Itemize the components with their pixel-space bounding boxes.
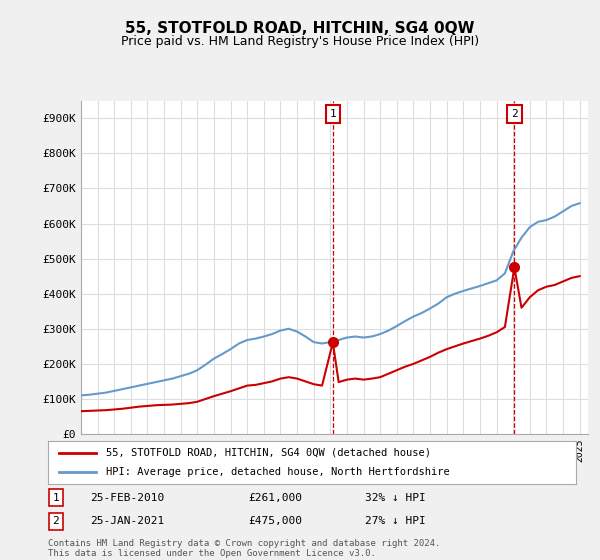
Text: £475,000: £475,000 — [248, 516, 302, 526]
Text: 2: 2 — [53, 516, 59, 526]
Text: 1: 1 — [53, 493, 59, 503]
Text: Price paid vs. HM Land Registry's House Price Index (HPI): Price paid vs. HM Land Registry's House … — [121, 35, 479, 48]
Text: Contains HM Land Registry data © Crown copyright and database right 2024.
This d: Contains HM Land Registry data © Crown c… — [48, 539, 440, 558]
Text: 2: 2 — [511, 109, 518, 119]
Text: 1: 1 — [329, 109, 336, 119]
Text: HPI: Average price, detached house, North Hertfordshire: HPI: Average price, detached house, Nort… — [106, 467, 450, 477]
Text: 55, STOTFOLD ROAD, HITCHIN, SG4 0QW (detached house): 55, STOTFOLD ROAD, HITCHIN, SG4 0QW (det… — [106, 448, 431, 458]
Text: £261,000: £261,000 — [248, 493, 302, 503]
Text: 25-FEB-2010: 25-FEB-2010 — [90, 493, 164, 503]
Text: 25-JAN-2021: 25-JAN-2021 — [90, 516, 164, 526]
Text: 55, STOTFOLD ROAD, HITCHIN, SG4 0QW: 55, STOTFOLD ROAD, HITCHIN, SG4 0QW — [125, 21, 475, 36]
Text: 27% ↓ HPI: 27% ↓ HPI — [365, 516, 425, 526]
Text: 32% ↓ HPI: 32% ↓ HPI — [365, 493, 425, 503]
